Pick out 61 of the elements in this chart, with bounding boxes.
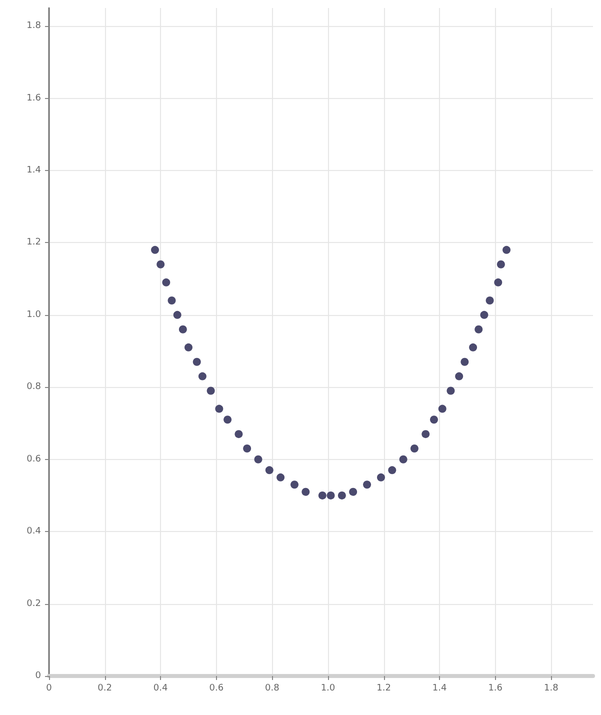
y-tick-label: 0.8: [26, 382, 42, 392]
x-tick-label: 0.8: [265, 684, 280, 694]
x-tick-label: 0.6: [209, 684, 224, 694]
x-tick-label: 1.8: [544, 684, 559, 694]
y-tick-label: 1.2: [26, 238, 41, 248]
point: [363, 480, 372, 489]
y-tick-label: 1.8: [26, 21, 42, 32]
point: [455, 372, 464, 380]
point: [399, 455, 408, 464]
point: [326, 491, 335, 500]
point: [276, 473, 285, 482]
point: [388, 466, 396, 474]
y-tick-label: 1.0: [26, 310, 42, 320]
y-tick-label: 0.6: [26, 454, 42, 464]
y-tick-label: 0.4: [26, 526, 42, 537]
point: [173, 310, 182, 319]
point: [422, 430, 430, 438]
point: [192, 358, 201, 366]
point: [302, 488, 310, 496]
x-tick-label: 1.2: [376, 684, 391, 694]
point: [460, 358, 469, 366]
point: [178, 325, 187, 334]
point: [151, 246, 160, 254]
point: [438, 404, 446, 413]
x-tick-label: 0: [46, 684, 52, 694]
point: [474, 325, 483, 334]
point: [243, 444, 252, 453]
point: [410, 444, 418, 453]
point: [376, 473, 385, 482]
x-tick-label: 1.4: [432, 684, 447, 694]
point: [486, 296, 494, 304]
y-tick-label: 0.2: [26, 598, 41, 609]
x-tick-label: 0.2: [98, 684, 112, 694]
point: [430, 416, 438, 424]
y-tick-label: 1.6: [26, 93, 42, 104]
point: [480, 310, 488, 319]
y-tick-label: 0: [35, 671, 42, 681]
point: [349, 488, 358, 496]
x-tick-label: 0.4: [153, 684, 168, 694]
point: [215, 404, 224, 413]
x-tick-label: 1.0: [320, 684, 336, 694]
point: [265, 466, 274, 474]
point: [206, 386, 215, 395]
point: [496, 260, 505, 268]
point: [502, 246, 511, 254]
point: [234, 430, 243, 438]
point: [290, 480, 298, 489]
point: [198, 372, 206, 380]
x-tick-label: 1.6: [488, 684, 503, 694]
y-tick-label: 1.4: [26, 165, 42, 176]
point: [168, 296, 176, 304]
point: [318, 491, 326, 500]
point: [338, 491, 346, 500]
point: [446, 386, 455, 395]
point: [494, 278, 502, 286]
point: [162, 278, 170, 286]
point: [224, 416, 232, 424]
point: [184, 343, 192, 352]
point: [254, 455, 262, 464]
point: [156, 260, 165, 268]
point: [469, 343, 478, 352]
